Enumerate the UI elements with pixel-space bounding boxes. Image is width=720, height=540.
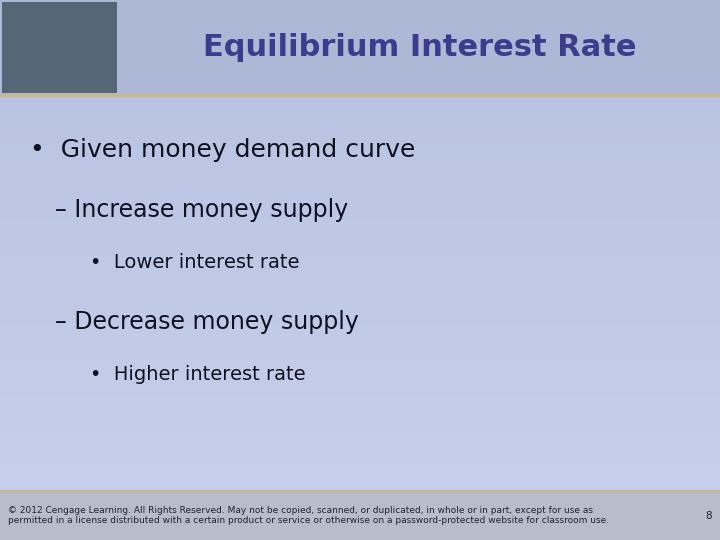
- Text: •  Lower interest rate: • Lower interest rate: [90, 253, 300, 273]
- Bar: [0, 0, 720, 94]
- Text: © 2012 Cengage Learning. All Rights Reserved. May not be copied, scanned, or dup: © 2012 Cengage Learning. All Rights Rese…: [8, 506, 609, 525]
- Text: – Decrease money supply: – Decrease money supply: [55, 310, 359, 334]
- Text: •  Given money demand curve: • Given money demand curve: [30, 138, 415, 162]
- Text: – Increase money supply: – Increase money supply: [55, 198, 348, 222]
- Text: Equilibrium Interest Rate: Equilibrium Interest Rate: [203, 33, 636, 62]
- Text: •  Higher interest rate: • Higher interest rate: [90, 366, 305, 384]
- Bar: [2, 2, 117, 92]
- Bar: [0, 491, 720, 540]
- Text: 8: 8: [706, 511, 712, 521]
